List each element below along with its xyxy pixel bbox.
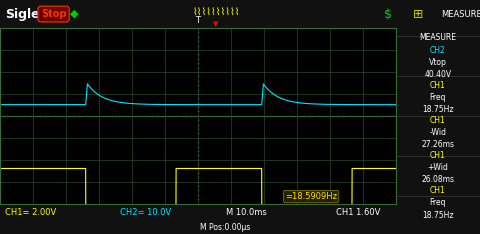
Text: ▼: ▼ — [213, 21, 219, 27]
Text: CH1: CH1 — [430, 151, 446, 160]
Text: CH1= 2.00V: CH1= 2.00V — [5, 208, 56, 217]
Text: CH1 1.60V: CH1 1.60V — [336, 208, 380, 217]
Text: Freq: Freq — [430, 93, 446, 102]
Text: T: T — [195, 16, 201, 25]
Text: ◆: ◆ — [70, 9, 78, 19]
Text: 26.08ms: 26.08ms — [421, 176, 455, 184]
Text: CH1: CH1 — [430, 81, 446, 90]
Text: $: $ — [384, 7, 392, 21]
Text: CH1: CH1 — [430, 186, 446, 195]
Text: =18.5909Hz: =18.5909Hz — [285, 192, 337, 201]
Text: 18.75Hz: 18.75Hz — [422, 211, 454, 219]
Text: CH2: CH2 — [430, 46, 446, 55]
Text: M Pos:0.00μs: M Pos:0.00μs — [201, 223, 251, 232]
Text: +Wid: +Wid — [428, 163, 448, 172]
Text: Vtop: Vtop — [429, 58, 447, 67]
Text: M 10.0ms: M 10.0ms — [226, 208, 266, 217]
Text: MEASURE: MEASURE — [442, 10, 480, 18]
Text: Siglent: Siglent — [5, 7, 54, 21]
Text: Stop: Stop — [41, 9, 66, 19]
Text: 40.40V: 40.40V — [424, 70, 452, 79]
Text: Freq: Freq — [430, 198, 446, 207]
Text: ⊞: ⊞ — [413, 7, 423, 21]
Text: 27.26ms: 27.26ms — [421, 140, 455, 149]
Text: 18.75Hz: 18.75Hz — [422, 105, 454, 114]
Text: -Wid: -Wid — [430, 128, 446, 137]
Text: CH1: CH1 — [430, 116, 446, 125]
Text: MEASURE: MEASURE — [420, 33, 456, 42]
Text: ⌇⌇⌇⌇⌇⌇⌇⌇⌇⌇: ⌇⌇⌇⌇⌇⌇⌇⌇⌇⌇ — [192, 8, 240, 18]
Text: CH2= 10.0V: CH2= 10.0V — [120, 208, 171, 217]
